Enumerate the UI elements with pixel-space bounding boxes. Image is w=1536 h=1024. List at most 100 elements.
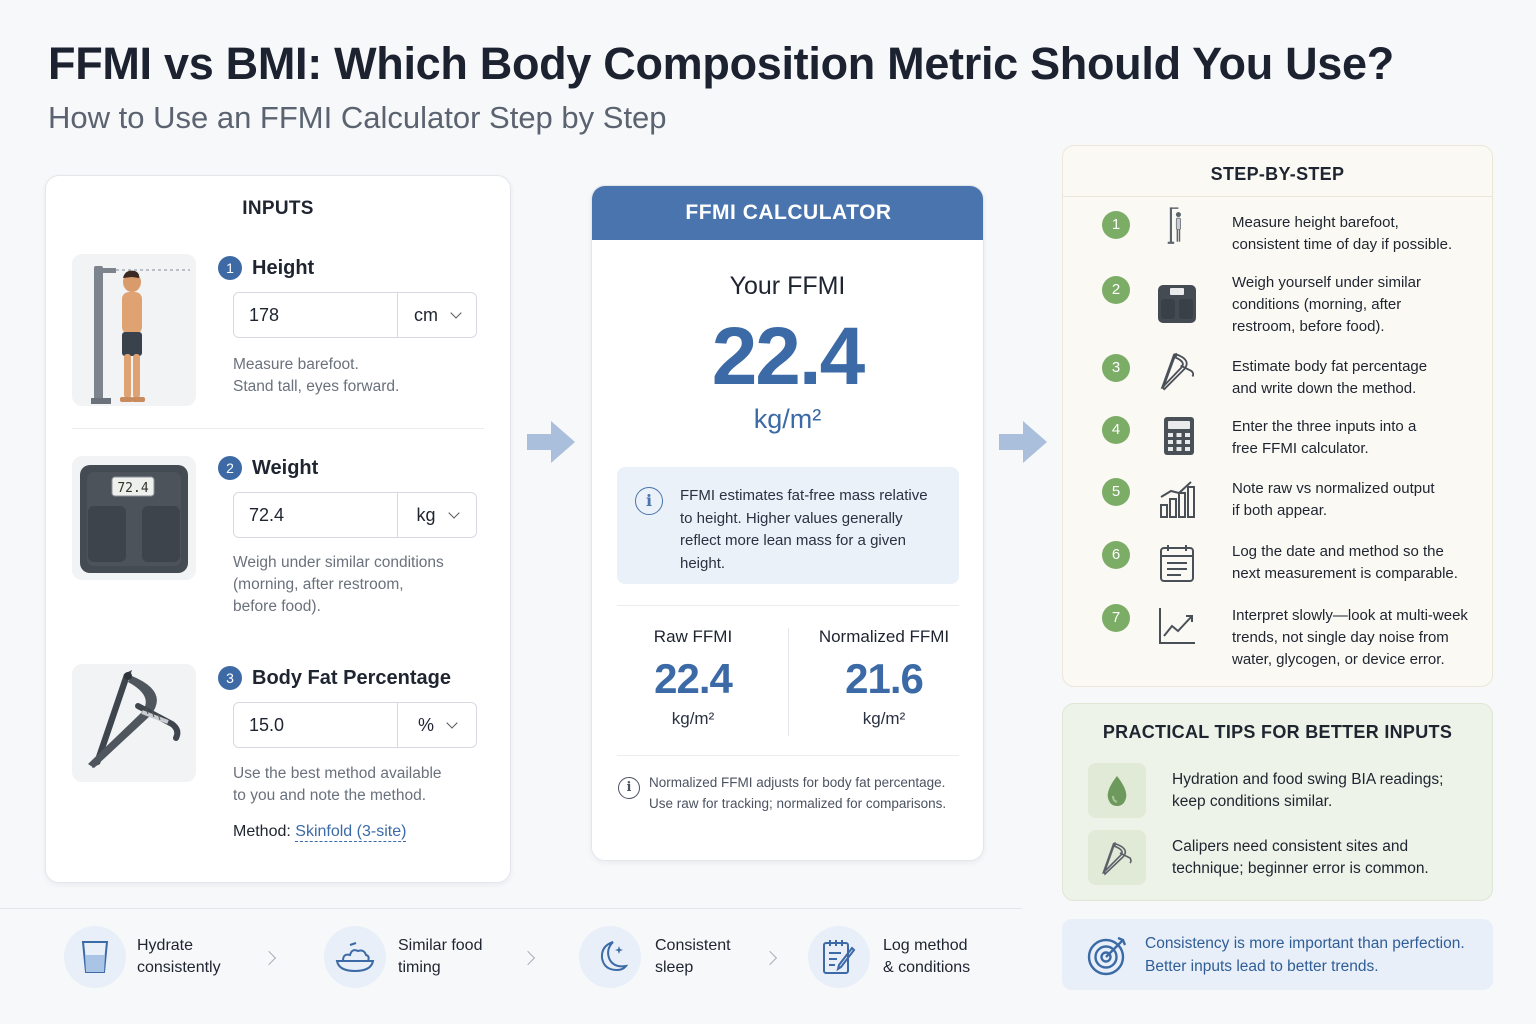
weight-input[interactable]: 72.4 bbox=[234, 493, 398, 537]
height-measure-icon bbox=[91, 266, 190, 404]
weight-unit-select[interactable]: kg bbox=[398, 493, 476, 537]
scale-icon bbox=[1158, 285, 1196, 323]
tips-heading: PRACTICAL TIPS FOR BETTER INPUTS bbox=[1102, 722, 1453, 742]
height-illustration bbox=[72, 254, 196, 406]
calculator-icon bbox=[1164, 417, 1194, 455]
water-drop-icon bbox=[1107, 775, 1127, 806]
habit-4-icon-circle bbox=[808, 926, 870, 988]
practical-tips-card: PRACTICAL TIPS FOR BETTER INPUTS Hydrati… bbox=[1062, 703, 1493, 901]
page-subtitle: How to Use an FFMI Calculator Step by St… bbox=[48, 100, 667, 135]
info-icon: i bbox=[635, 487, 663, 515]
chevron-right-icon bbox=[520, 950, 536, 966]
caliper-icon bbox=[88, 670, 181, 768]
height-number-badge: 1 bbox=[218, 256, 242, 280]
weight-number-badge: 2 bbox=[218, 456, 242, 480]
habit-3-text: Consistent sleep bbox=[655, 937, 731, 976]
normalized-ffmi-label: Normalized FFMI bbox=[818, 627, 950, 646]
ffmi-calculator-card: FFMI CALCULATOR Your FFMI 22.4 kg/m² i F… bbox=[591, 185, 984, 861]
water-glass-icon bbox=[81, 941, 109, 973]
chevron-down-icon bbox=[450, 307, 462, 319]
step-1-badge: 1 bbox=[1102, 211, 1130, 239]
weight-field[interactable]: 72.4 kg bbox=[233, 492, 477, 538]
weight-hint: Weigh under similar conditions (morning,… bbox=[233, 554, 444, 615]
inputs-heading: INPUTS bbox=[242, 198, 314, 219]
bodyfat-number-badge: 3 bbox=[218, 666, 242, 690]
raw-ffmi-unit: kg/m² bbox=[671, 709, 715, 728]
raw-ffmi-value: 22.4 bbox=[654, 655, 733, 702]
step-2-badge: 2 bbox=[1102, 276, 1130, 304]
height-hint: Measure barefoot. Stand tall, eyes forwa… bbox=[233, 356, 400, 395]
normalized-ffmi-unit: kg/m² bbox=[862, 709, 906, 728]
ffmi-info-box: i FFMI estimates fat-free mass relative … bbox=[617, 467, 959, 584]
step-7-badge: 7 bbox=[1102, 604, 1130, 632]
step-7-text: Interpret slowly—look at multi-week tren… bbox=[1232, 607, 1468, 668]
tip-1-text: Hydration and food swing BIA readings; k… bbox=[1172, 771, 1444, 810]
method-label: Method: bbox=[233, 823, 291, 840]
step-3-badge: 3 bbox=[1102, 354, 1130, 382]
scale-display: 72.4 bbox=[117, 481, 148, 496]
weight-label: Weight bbox=[252, 457, 319, 479]
inputs-divider bbox=[72, 428, 484, 429]
info-icon: i bbox=[618, 777, 640, 799]
steps-divider bbox=[1063, 196, 1492, 197]
inputs-card: INPUTS 1 Height 178 cm Measure barefoot.… bbox=[45, 175, 511, 883]
chevron-right-icon bbox=[762, 950, 778, 966]
height-unit-select[interactable]: cm bbox=[398, 293, 476, 337]
step-by-step-card: STEP-BY-STEP 1 Measure height barefoot, … bbox=[1062, 145, 1493, 687]
caliper-icon bbox=[1160, 352, 1195, 391]
ffmi-value: 22.4 bbox=[711, 311, 866, 402]
method-link[interactable]: Skinfold (3-site) bbox=[295, 823, 407, 842]
scale-icon: 72.4 bbox=[80, 465, 188, 573]
tip-2-icon-box bbox=[1088, 830, 1146, 885]
bodyfat-label: Body Fat Percentage bbox=[252, 667, 451, 689]
habit-1-text: Hydrate consistently bbox=[137, 937, 221, 976]
height-input[interactable]: 178 bbox=[234, 293, 398, 337]
step-6-badge: 6 bbox=[1102, 541, 1130, 569]
habit-3-icon-circle bbox=[579, 926, 641, 988]
normalized-ffmi-stat: Normalized FFMI 21.6 kg/m² bbox=[799, 627, 969, 729]
ffmi-info-text: FFMI estimates fat-free mass relative to… bbox=[680, 487, 928, 572]
height-measure-icon bbox=[1167, 207, 1181, 244]
bodyfat-field[interactable]: 15.0 % bbox=[233, 702, 477, 748]
trend-chart-icon bbox=[1159, 608, 1195, 644]
steps-heading: STEP-BY-STEP bbox=[1210, 164, 1345, 184]
habit-1-icon-circle bbox=[64, 926, 126, 988]
bodyfat-input[interactable]: 15.0 bbox=[234, 703, 398, 747]
step-5-text: Note raw vs normalized output if both ap… bbox=[1232, 480, 1435, 519]
chevron-right-icon bbox=[261, 950, 277, 966]
height-field[interactable]: 178 cm bbox=[233, 292, 477, 338]
weight-unit-label: kg bbox=[416, 504, 436, 525]
consistency-note: Consistency is more important than perfe… bbox=[1062, 919, 1493, 990]
step-4-text: Enter the three inputs into a free FFMI … bbox=[1232, 418, 1417, 457]
tip-1-icon-box bbox=[1088, 763, 1146, 818]
food-bowl-icon bbox=[335, 942, 375, 973]
method-row: Method: Skinfold (3-site) bbox=[233, 823, 407, 842]
step-3-text: Estimate body fat percentage and write d… bbox=[1232, 358, 1428, 397]
bodyfat-illustration bbox=[72, 664, 196, 782]
bodyfat-unit-select[interactable]: % bbox=[398, 703, 476, 747]
bar-chart-icon bbox=[1160, 481, 1195, 518]
tip-2-text: Calipers need consistent sites and techn… bbox=[1172, 838, 1429, 877]
step-1-text: Measure height barefoot, consistent time… bbox=[1232, 214, 1453, 253]
bottom-divider bbox=[0, 908, 1022, 909]
height-unit-label: cm bbox=[414, 304, 438, 325]
normalized-ffmi-value: 21.6 bbox=[845, 655, 924, 702]
raw-ffmi-label: Raw FFMI bbox=[653, 627, 733, 646]
consistency-text: Consistency is more important than perfe… bbox=[1145, 935, 1465, 975]
calculator-header: FFMI CALCULATOR bbox=[592, 186, 983, 240]
notepad-icon bbox=[823, 940, 856, 974]
page-title: FFMI vs BMI: Which Body Composition Metr… bbox=[48, 38, 1394, 89]
arrow-right-icon bbox=[999, 421, 1047, 463]
target-icon bbox=[1087, 936, 1127, 976]
ffmi-unit: kg/m² bbox=[753, 404, 822, 434]
calc-divider-bottom bbox=[617, 755, 959, 756]
chevron-down-icon bbox=[446, 717, 458, 729]
bodyfat-hint: Use the best method available to you and… bbox=[233, 765, 442, 804]
calc-divider-top bbox=[617, 605, 959, 606]
raw-ffmi-stat: Raw FFMI 22.4 kg/m² bbox=[608, 627, 778, 729]
arrow-right-icon bbox=[527, 421, 575, 463]
moon-icon bbox=[600, 941, 629, 972]
bodyfat-unit-label: % bbox=[417, 714, 434, 735]
normalized-note: Normalized FFMI adjusts for body fat per… bbox=[649, 775, 947, 811]
height-label: Height bbox=[252, 257, 315, 279]
